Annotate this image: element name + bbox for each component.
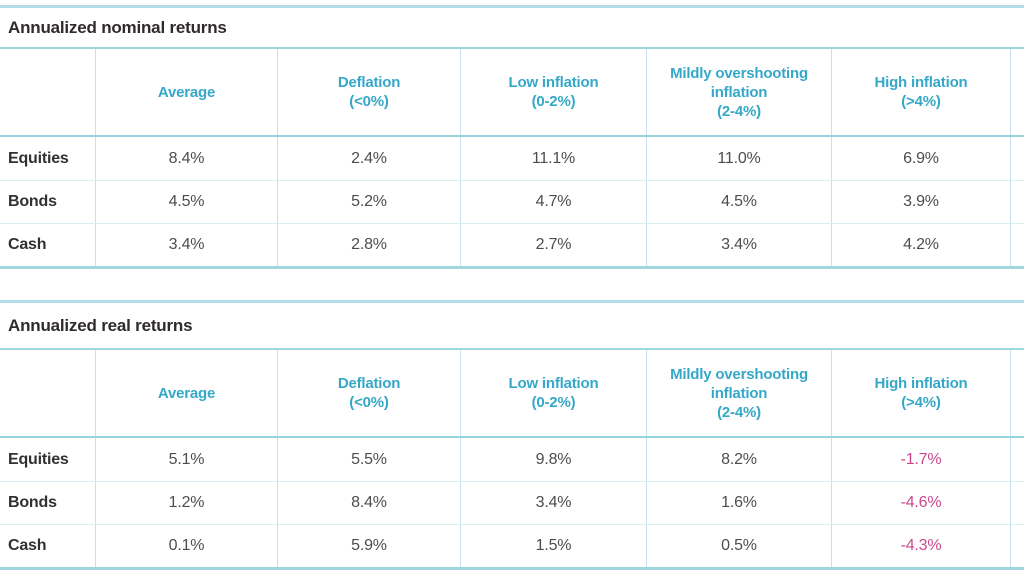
column-header-high-inflation: High inflation (>4%) [831,49,1010,135]
table-row-equities: Equities 8.4% 2.4% 11.1% 11.0% 6.9% [0,135,1024,180]
row-label: Cash [8,537,47,554]
column-header-deflation: Deflation (<0%) [277,350,460,436]
value-cell: 5.2% [277,181,460,223]
table-right-edge [1010,482,1024,524]
section-top-rule [0,5,1024,8]
table-bottom-rule [0,567,1024,570]
table-right-edge [1010,49,1024,135]
value-cell: 5.9% [277,525,460,567]
table-row-bonds: Bonds 4.5% 5.2% 4.7% 4.5% 3.9% [0,180,1024,223]
value-cell: 4.2% [831,224,1010,266]
value-cell: 0.1% [95,525,277,567]
nominal-returns-table: Average Deflation (<0%) Low inflation (0… [0,47,1024,269]
row-label: Cash [8,236,47,253]
value-cell: 4.5% [646,181,831,223]
table-title-real: Annualized real returns [8,316,193,335]
value-cell: 8.2% [646,438,831,481]
row-label: Equities [8,450,69,468]
row-label: Equities [8,149,69,167]
value-cell: 4.7% [460,181,646,223]
table-right-edge [1010,181,1024,223]
real-returns-table: Average Deflation (<0%) Low inflation (0… [0,348,1024,570]
value-cell: 2.7% [460,224,646,266]
value-cell: 1.6% [646,482,831,524]
negative-value-cell: -4.3% [831,525,1010,567]
column-header-low-inflation: Low inflation (0-2%) [460,49,646,135]
table-row-cash: Cash 0.1% 5.9% 1.5% 0.5% -4.3% [0,524,1024,567]
column-header-mild-inflation: Mildly overshooting inflation (2-4%) [646,350,831,436]
table-row-bonds: Bonds 1.2% 8.4% 3.4% 1.6% -4.6% [0,481,1024,524]
value-cell: 2.8% [277,224,460,266]
value-cell: 11.1% [460,137,646,180]
real-returns-section: Annualized real returns Average Deflatio… [0,300,1024,570]
column-header-low-inflation: Low inflation (0-2%) [460,350,646,436]
value-cell: 3.4% [95,224,277,266]
value-cell: 8.4% [277,482,460,524]
table-bottom-rule [0,266,1024,269]
table-right-edge [1010,350,1024,436]
table-right-edge [1010,137,1024,180]
value-cell: 2.4% [277,137,460,180]
value-cell: 0.5% [646,525,831,567]
value-cell: 5.5% [277,438,460,481]
column-header-high-inflation: High inflation (>4%) [831,350,1010,436]
column-header-average: Average [95,49,277,135]
value-cell: 5.1% [95,438,277,481]
section-top-rule [0,300,1024,303]
column-header-deflation: Deflation (<0%) [277,49,460,135]
table-right-edge [1010,438,1024,481]
value-cell: 4.5% [95,181,277,223]
table-right-edge [1010,224,1024,266]
table-title-nominal: Annualized nominal returns [8,18,227,37]
table-header-row: Average Deflation (<0%) Low inflation (0… [0,47,1024,135]
row-label: Bonds [8,494,57,511]
value-cell: 3.9% [831,181,1010,223]
value-cell: 3.4% [646,224,831,266]
negative-value-cell: -4.6% [831,482,1010,524]
value-cell: 6.9% [831,137,1010,180]
value-cell: 9.8% [460,438,646,481]
table-right-edge [1010,525,1024,567]
row-label: Bonds [8,193,57,210]
value-cell: 3.4% [460,482,646,524]
table-row-cash: Cash 3.4% 2.8% 2.7% 3.4% 4.2% [0,223,1024,266]
value-cell: 1.2% [95,482,277,524]
nominal-returns-section: Annualized nominal returns Average Defla… [0,5,1024,269]
value-cell: 1.5% [460,525,646,567]
table-row-equities: Equities 5.1% 5.5% 9.8% 8.2% -1.7% [0,436,1024,481]
column-header-mild-inflation: Mildly overshooting inflation (2-4%) [646,49,831,135]
value-cell: 8.4% [95,137,277,180]
negative-value-cell: -1.7% [831,438,1010,481]
table-header-row: Average Deflation (<0%) Low inflation (0… [0,348,1024,436]
column-header-average: Average [95,350,277,436]
corner-cell [0,49,95,135]
corner-cell [0,350,95,436]
value-cell: 11.0% [646,137,831,180]
